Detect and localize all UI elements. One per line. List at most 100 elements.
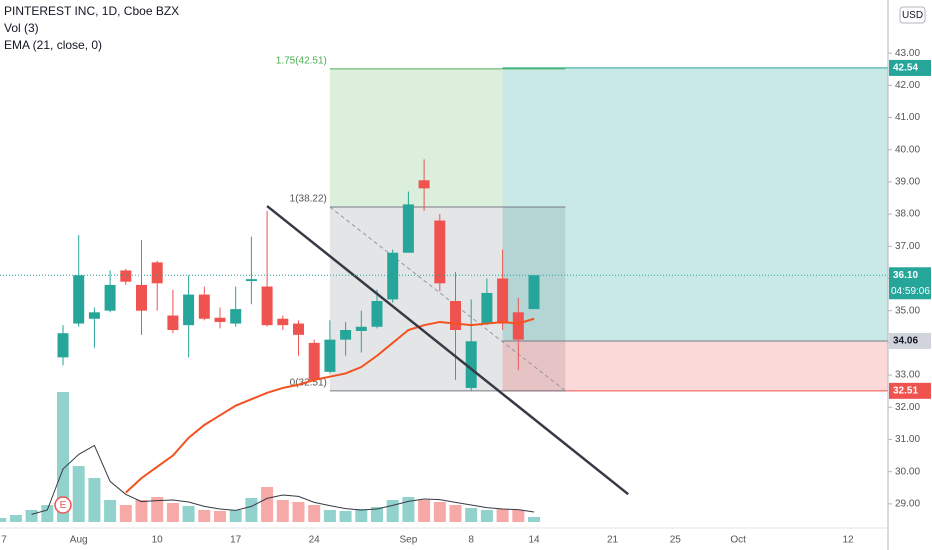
candle-body (340, 330, 352, 340)
target-price-label: 42.54 (893, 63, 918, 74)
volume-bar (229, 510, 242, 522)
candle-body (293, 323, 304, 335)
y-tick-label: 39.00 (895, 177, 920, 188)
y-tick-label: 43.00 (895, 48, 920, 59)
candle-body (198, 294, 210, 319)
fib-label: 1(38.22) (290, 194, 327, 205)
x-tick-label: 21 (607, 535, 619, 546)
volume-bar (166, 503, 179, 522)
candle-body (120, 270, 132, 282)
legend-indicator: Vol (3) (4, 21, 39, 35)
volume-bar (119, 505, 132, 522)
candle-body (261, 286, 273, 326)
last-price-label: 36.10 (893, 270, 918, 281)
volume-bar (261, 487, 274, 522)
x-tick-label: Aug (70, 535, 88, 546)
stop-price-label-box (889, 382, 931, 399)
volume-bar (245, 498, 258, 522)
volume-bar (308, 505, 321, 522)
volume-bar (198, 510, 211, 522)
volume-bar (528, 517, 540, 522)
volume-bar (465, 508, 478, 522)
x-tick-label: 12 (842, 535, 854, 546)
volume-bar (480, 510, 493, 522)
volume-bar (25, 510, 38, 522)
y-tick-label: 41.00 (895, 112, 920, 123)
y-tick-label: 35.00 (895, 305, 920, 316)
x-tick-label: 7 (1, 535, 7, 546)
entry-price-label-box (889, 332, 931, 349)
x-tick-label: Sep (400, 535, 418, 546)
y-tick-label: 33.00 (895, 370, 920, 381)
candle-body (465, 341, 477, 388)
earnings-label: E (60, 500, 67, 511)
legend-indicator: EMA (21, close, 0) (4, 38, 102, 52)
legend-title: PINTEREST INC, 1D, Cboe BZX (4, 4, 179, 18)
y-tick-label: 30.00 (895, 466, 920, 477)
candle-body (371, 301, 383, 327)
y-tick-label: 29.00 (895, 498, 920, 509)
candle-body (450, 301, 461, 330)
candle-body (402, 204, 414, 253)
volume-bar (512, 510, 525, 522)
candle-body (497, 278, 509, 324)
y-tick-label: 31.00 (895, 434, 920, 445)
volume-bar (418, 500, 431, 522)
candle-body (355, 326, 367, 331)
x-tick-label: Oct (730, 535, 746, 546)
candle-body (528, 275, 540, 310)
volume-bar (0, 518, 7, 522)
candle-body (73, 275, 85, 324)
candle-body (183, 294, 195, 326)
fib-label: 0(32.51) (290, 377, 327, 388)
x-tick-label: 25 (670, 535, 682, 546)
volume-bar (151, 497, 164, 522)
volume-bar (386, 500, 399, 522)
candle-body (151, 262, 163, 284)
volume-bar (339, 511, 352, 522)
plot-area: 1.75(42.51) 1(38.22) 0(32.51) E (0, 56, 888, 522)
x-tick-label: 10 (152, 535, 164, 546)
entry-price-label: 34.06 (893, 336, 918, 347)
volume-bar (355, 509, 368, 522)
x-tick-label: 8 (468, 535, 474, 546)
candle-body (104, 284, 116, 311)
volume-bar (57, 392, 69, 522)
volume-bar (135, 500, 148, 522)
position-target-zone (502, 67, 888, 341)
volume-ma-line (31, 444, 535, 515)
volume-bar (402, 497, 415, 522)
y-tick-label: 32.00 (895, 402, 920, 413)
candle-body (136, 284, 147, 311)
volume-bar (182, 506, 195, 522)
candle-body (308, 342, 320, 380)
candle-body (230, 309, 242, 324)
x-tick-label: 14 (528, 535, 540, 546)
candle-body (88, 312, 100, 319)
last-price-label-box (889, 267, 931, 300)
currency-box[interactable] (899, 6, 926, 24)
target-price-label-box (889, 59, 931, 76)
y-tick-label: 38.00 (895, 209, 920, 220)
volume-bar (214, 511, 226, 522)
y-tick-label: 42.00 (895, 80, 920, 91)
candle-body (512, 312, 524, 340)
y-tick-label: 40.00 (895, 144, 920, 155)
candle-body (214, 317, 226, 322)
stop-price-label: 32.51 (893, 385, 918, 396)
candle-body (387, 252, 399, 300)
fib-label: 1.75(42.51) (276, 56, 327, 67)
fib-diagonal (329, 206, 566, 392)
candle-body (418, 180, 430, 189)
candle-body (277, 318, 289, 326)
x-tick-label: 17 (230, 535, 242, 546)
volume-bar (449, 505, 462, 522)
earnings-marker (54, 496, 72, 514)
ema-line (125, 317, 535, 494)
candle-body (245, 279, 257, 282)
volume-bar (276, 500, 289, 522)
volume-bar (371, 507, 383, 522)
x-tick-label: 24 (309, 535, 321, 546)
candle-body (481, 292, 493, 324)
